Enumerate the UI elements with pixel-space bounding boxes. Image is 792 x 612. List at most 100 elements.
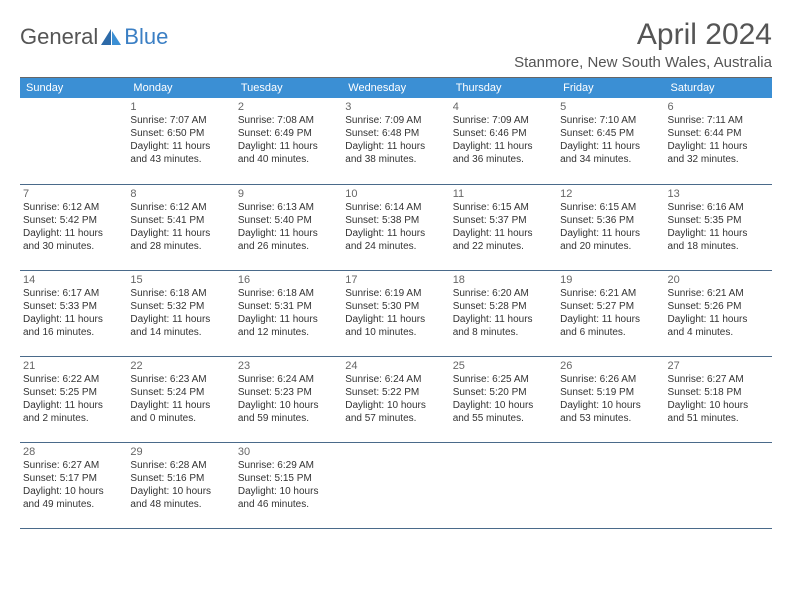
- calendar-day-cell: 13Sunrise: 6:16 AMSunset: 5:35 PMDayligh…: [665, 184, 772, 270]
- day-number: 24: [345, 360, 446, 372]
- calendar-day-cell: 4Sunrise: 7:09 AMSunset: 6:46 PMDaylight…: [450, 98, 557, 184]
- day-number: 2: [238, 101, 339, 113]
- day-detail-line: and 32 minutes.: [668, 153, 769, 166]
- page-header: General Blue April 2024 Stanmore, New So…: [20, 18, 772, 71]
- day-number: 23: [238, 360, 339, 372]
- day-detail-line: Sunrise: 6:27 AM: [668, 373, 769, 386]
- calendar-day-cell: 23Sunrise: 6:24 AMSunset: 5:23 PMDayligh…: [235, 356, 342, 442]
- day-detail-line: Sunset: 5:24 PM: [130, 386, 231, 399]
- day-detail-line: and 55 minutes.: [453, 412, 554, 425]
- day-detail-line: and 46 minutes.: [238, 498, 339, 511]
- day-detail-line: and 40 minutes.: [238, 153, 339, 166]
- day-detail-line: Daylight: 11 hours: [238, 227, 339, 240]
- day-detail-line: Daylight: 10 hours: [453, 399, 554, 412]
- day-detail-line: Sunrise: 7:11 AM: [668, 114, 769, 127]
- day-number: 29: [130, 446, 231, 458]
- day-detail-line: Sunset: 5:26 PM: [668, 300, 769, 313]
- day-detail-line: Sunrise: 7:07 AM: [130, 114, 231, 127]
- day-detail-line: Sunrise: 6:29 AM: [238, 459, 339, 472]
- day-detail-line: Daylight: 11 hours: [23, 399, 124, 412]
- day-detail-line: Daylight: 10 hours: [560, 399, 661, 412]
- day-detail-line: Sunrise: 6:16 AM: [668, 201, 769, 214]
- day-detail-line: Sunset: 5:36 PM: [560, 214, 661, 227]
- day-detail-line: Sunrise: 6:23 AM: [130, 373, 231, 386]
- day-number: 8: [130, 188, 231, 200]
- day-detail-line: Sunrise: 6:12 AM: [130, 201, 231, 214]
- day-detail-line: and 8 minutes.: [453, 326, 554, 339]
- calendar-day-cell: 8Sunrise: 6:12 AMSunset: 5:41 PMDaylight…: [127, 184, 234, 270]
- calendar-week-row: 7Sunrise: 6:12 AMSunset: 5:42 PMDaylight…: [20, 184, 772, 270]
- calendar-day-cell: 12Sunrise: 6:15 AMSunset: 5:36 PMDayligh…: [557, 184, 664, 270]
- day-detail-line: Sunrise: 6:20 AM: [453, 287, 554, 300]
- day-detail-line: and 36 minutes.: [453, 153, 554, 166]
- location-subtitle: Stanmore, New South Wales, Australia: [514, 54, 772, 71]
- calendar-week-row: 14Sunrise: 6:17 AMSunset: 5:33 PMDayligh…: [20, 270, 772, 356]
- day-detail-line: Sunset: 5:16 PM: [130, 472, 231, 485]
- day-detail-line: Daylight: 11 hours: [560, 227, 661, 240]
- weekday-header: Wednesday: [342, 78, 449, 98]
- day-detail-line: Daylight: 11 hours: [668, 227, 769, 240]
- day-detail-line: and 22 minutes.: [453, 240, 554, 253]
- day-detail-line: Daylight: 11 hours: [453, 140, 554, 153]
- calendar-day-cell: 10Sunrise: 6:14 AMSunset: 5:38 PMDayligh…: [342, 184, 449, 270]
- day-number: 14: [23, 274, 124, 286]
- calendar-day-cell: [450, 442, 557, 528]
- calendar-day-cell: 2Sunrise: 7:08 AMSunset: 6:49 PMDaylight…: [235, 98, 342, 184]
- day-detail-line: and 10 minutes.: [345, 326, 446, 339]
- day-number: 28: [23, 446, 124, 458]
- day-detail-line: Sunset: 6:48 PM: [345, 127, 446, 140]
- day-detail-line: Sunrise: 6:27 AM: [23, 459, 124, 472]
- day-detail-line: Sunrise: 6:12 AM: [23, 201, 124, 214]
- day-detail-line: and 30 minutes.: [23, 240, 124, 253]
- day-number: 11: [453, 188, 554, 200]
- day-detail-line: Sunrise: 6:26 AM: [560, 373, 661, 386]
- calendar-day-cell: 19Sunrise: 6:21 AMSunset: 5:27 PMDayligh…: [557, 270, 664, 356]
- brand-logo: General Blue: [20, 24, 168, 50]
- day-detail-line: Sunset: 5:18 PM: [668, 386, 769, 399]
- calendar-day-cell: 28Sunrise: 6:27 AMSunset: 5:17 PMDayligh…: [20, 442, 127, 528]
- day-number: 16: [238, 274, 339, 286]
- day-detail-line: Daylight: 11 hours: [345, 313, 446, 326]
- day-detail-line: and 0 minutes.: [130, 412, 231, 425]
- day-detail-line: and 6 minutes.: [560, 326, 661, 339]
- day-number: 19: [560, 274, 661, 286]
- calendar-day-cell: 15Sunrise: 6:18 AMSunset: 5:32 PMDayligh…: [127, 270, 234, 356]
- calendar-day-cell: 17Sunrise: 6:19 AMSunset: 5:30 PMDayligh…: [342, 270, 449, 356]
- weekday-header: Sunday: [20, 78, 127, 98]
- day-detail-line: Sunrise: 6:25 AM: [453, 373, 554, 386]
- day-detail-line: Sunset: 5:22 PM: [345, 386, 446, 399]
- day-detail-line: Sunrise: 7:09 AM: [453, 114, 554, 127]
- day-detail-line: Daylight: 10 hours: [345, 399, 446, 412]
- day-number: 4: [453, 101, 554, 113]
- day-number: 25: [453, 360, 554, 372]
- day-number: 26: [560, 360, 661, 372]
- brand-part2: Blue: [124, 27, 168, 47]
- day-detail-line: and 51 minutes.: [668, 412, 769, 425]
- day-detail-line: Sunset: 5:42 PM: [23, 214, 124, 227]
- calendar-day-cell: 22Sunrise: 6:23 AMSunset: 5:24 PMDayligh…: [127, 356, 234, 442]
- day-detail-line: Sunset: 6:46 PM: [453, 127, 554, 140]
- day-detail-line: and 16 minutes.: [23, 326, 124, 339]
- calendar-day-cell: 26Sunrise: 6:26 AMSunset: 5:19 PMDayligh…: [557, 356, 664, 442]
- day-detail-line: Sunset: 5:28 PM: [453, 300, 554, 313]
- brand-sail-icon: [100, 27, 122, 47]
- day-detail-line: and 48 minutes.: [130, 498, 231, 511]
- day-detail-line: and 38 minutes.: [345, 153, 446, 166]
- day-detail-line: Sunset: 5:32 PM: [130, 300, 231, 313]
- day-detail-line: Daylight: 11 hours: [130, 227, 231, 240]
- day-detail-line: Sunset: 5:15 PM: [238, 472, 339, 485]
- day-detail-line: and 57 minutes.: [345, 412, 446, 425]
- day-detail-line: Sunset: 6:45 PM: [560, 127, 661, 140]
- weekday-header: Tuesday: [235, 78, 342, 98]
- day-detail-line: Daylight: 11 hours: [668, 313, 769, 326]
- calendar-body: 1Sunrise: 7:07 AMSunset: 6:50 PMDaylight…: [20, 98, 772, 528]
- day-detail-line: and 4 minutes.: [668, 326, 769, 339]
- day-number: 13: [668, 188, 769, 200]
- calendar-week-row: 21Sunrise: 6:22 AMSunset: 5:25 PMDayligh…: [20, 356, 772, 442]
- day-detail-line: Daylight: 11 hours: [238, 140, 339, 153]
- day-detail-line: Sunrise: 6:24 AM: [238, 373, 339, 386]
- day-detail-line: Sunset: 6:49 PM: [238, 127, 339, 140]
- day-detail-line: Sunrise: 6:19 AM: [345, 287, 446, 300]
- calendar-day-cell: 5Sunrise: 7:10 AMSunset: 6:45 PMDaylight…: [557, 98, 664, 184]
- calendar-day-cell: 1Sunrise: 7:07 AMSunset: 6:50 PMDaylight…: [127, 98, 234, 184]
